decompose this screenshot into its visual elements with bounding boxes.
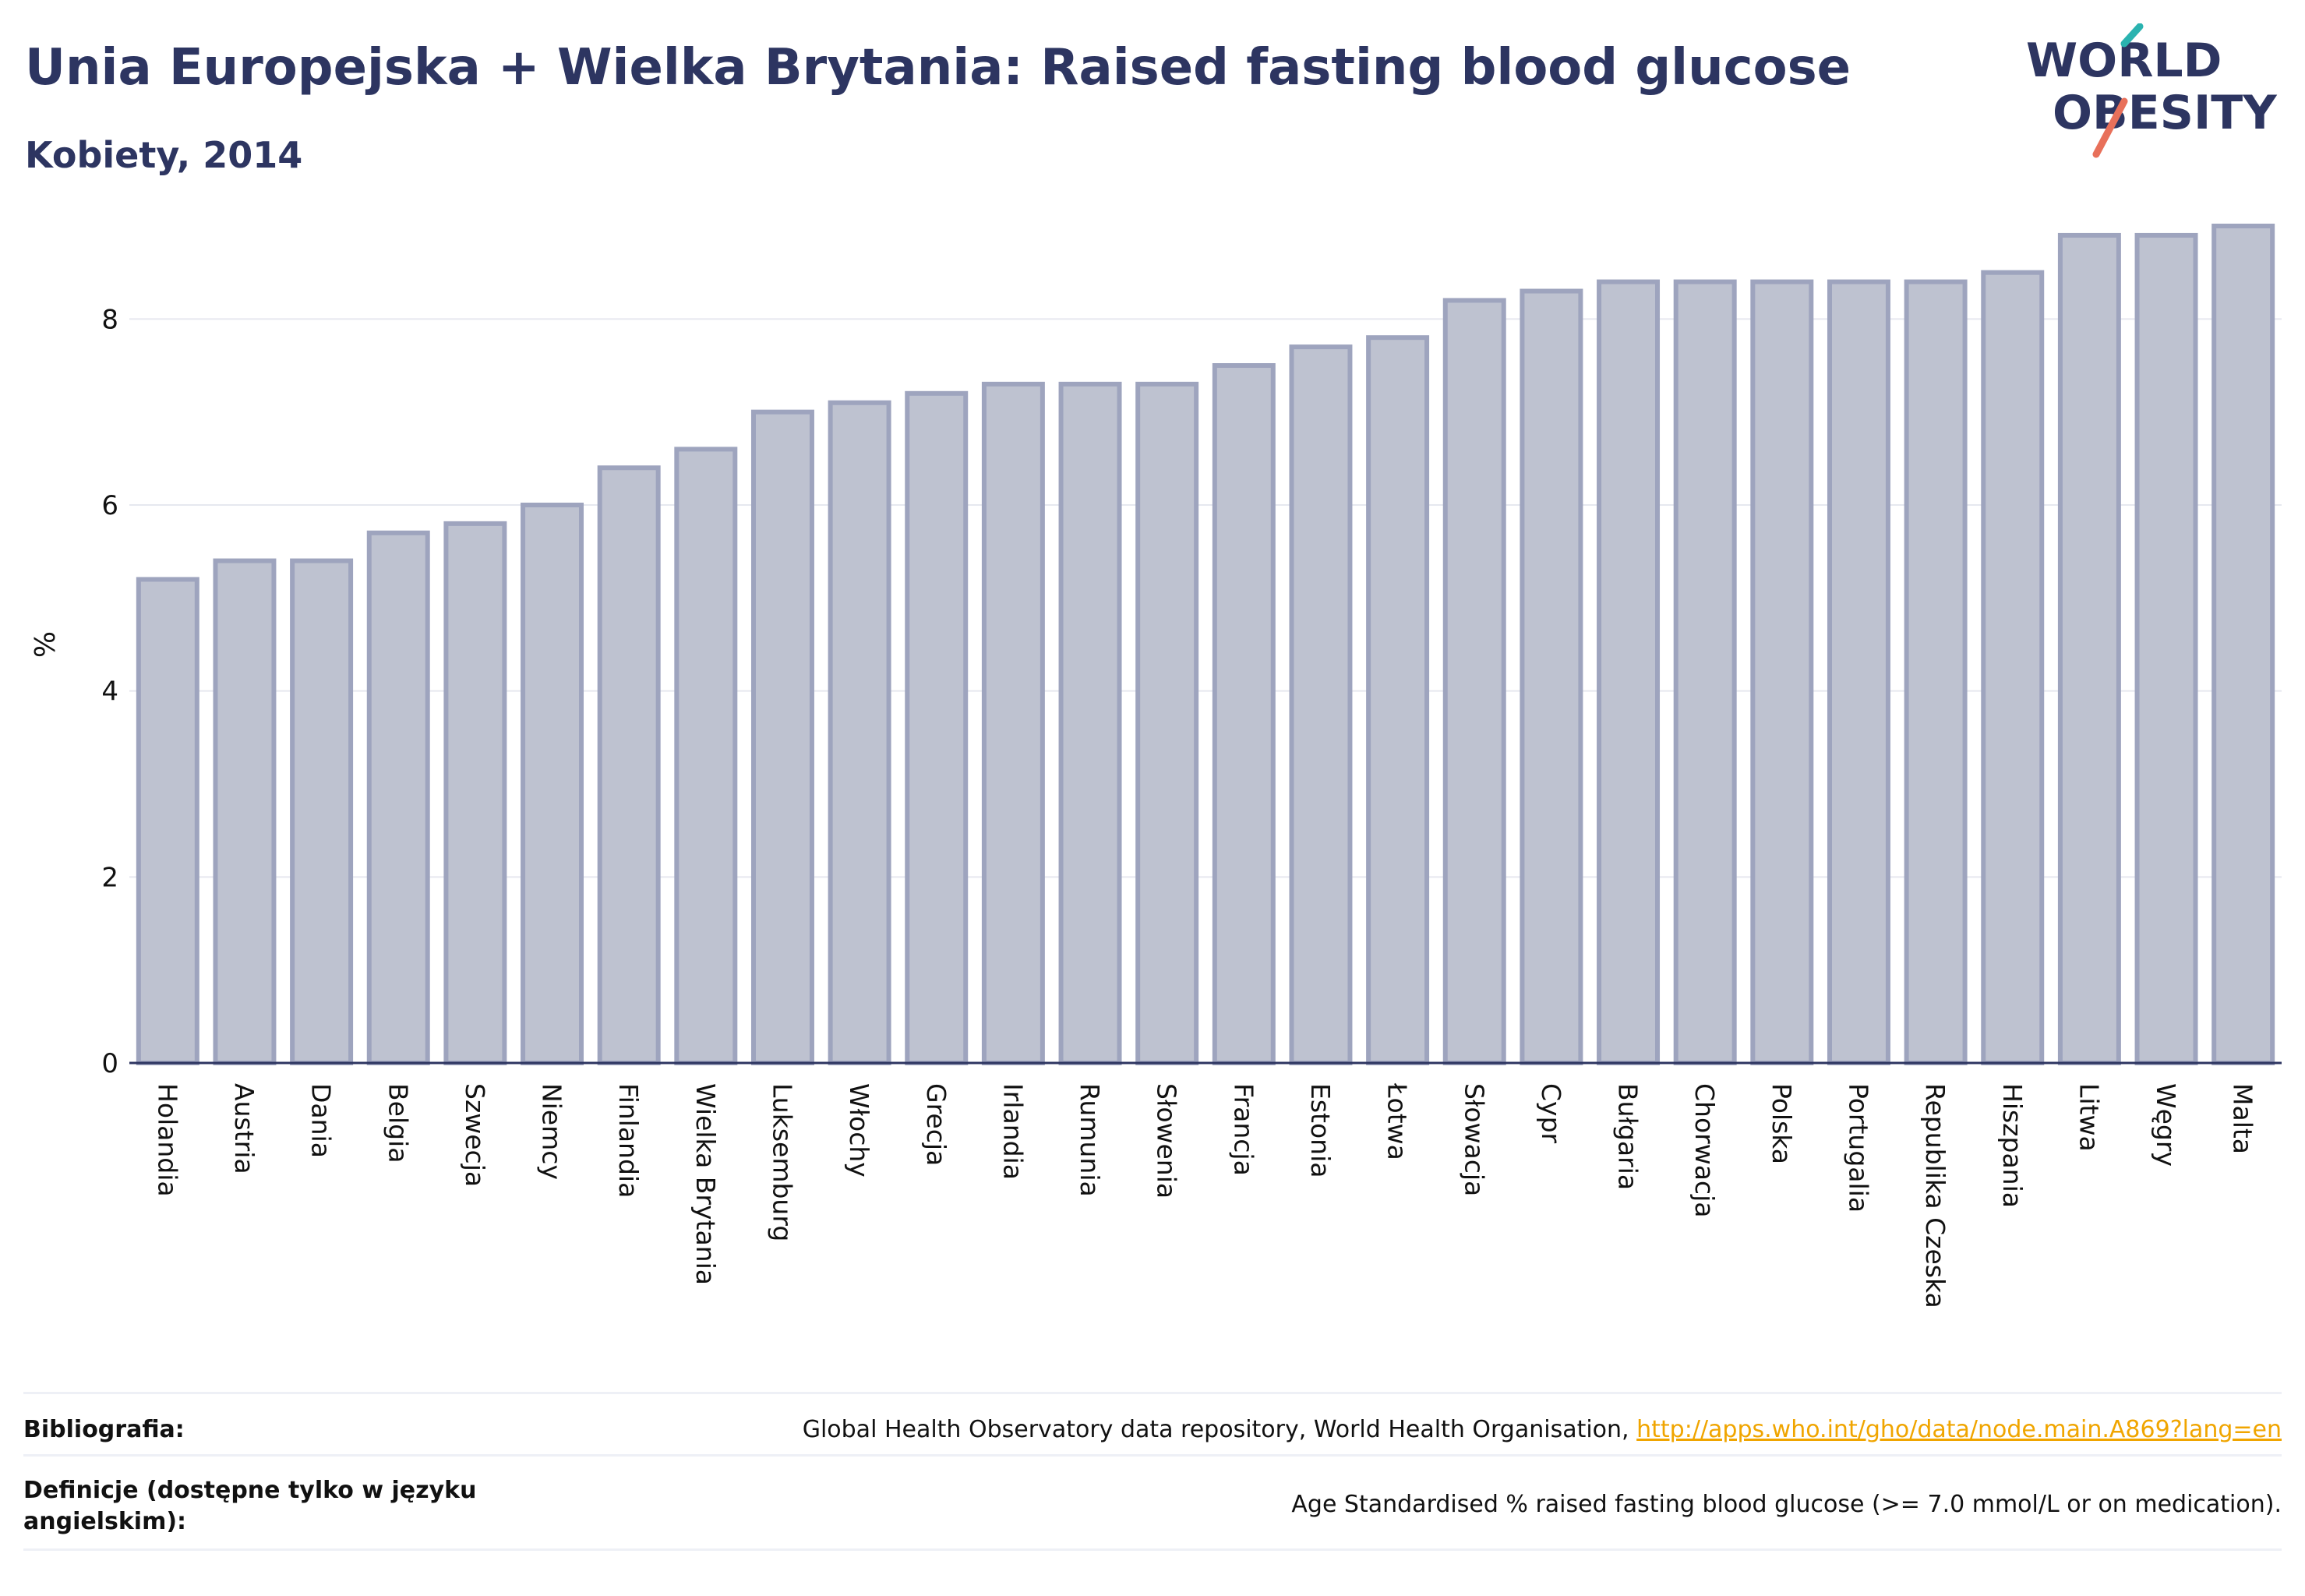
y-tick-label: 0 <box>101 1048 118 1079</box>
x-tick-label: Szwecja <box>460 1083 490 1187</box>
bar[interactable] <box>443 521 507 1065</box>
bar[interactable] <box>1442 298 1506 1065</box>
x-tick-label: Węgry <box>2151 1083 2181 1167</box>
bar[interactable] <box>1597 279 1661 1066</box>
logo-slash-bottom <box>2092 97 2128 158</box>
x-tick-label: Wielka Brytania <box>690 1083 721 1285</box>
bibliography-value: Global Health Observatory data repositor… <box>803 1414 2282 1446</box>
x-tick-label: Słowacja <box>1459 1083 1489 1196</box>
x-tick-label: Irlandia <box>997 1083 1028 1180</box>
x-tick-label: Estonia <box>1305 1083 1336 1178</box>
bar[interactable] <box>136 577 199 1065</box>
definitions-label: Definicje (dostępne tylko w języku angie… <box>23 1477 477 1535</box>
bibliography-text: Global Health Observatory data repositor… <box>802 1416 1629 1443</box>
bar[interactable] <box>2211 224 2275 1065</box>
definitions-row: Definicje (dostępne tylko w języku angie… <box>23 1454 2282 1551</box>
logo-slash-top <box>2120 23 2144 48</box>
x-tick-label: Francja <box>1228 1083 1258 1176</box>
x-tick-label: Luksemburg <box>767 1083 797 1241</box>
bar-chart: 0 2 4 6 8 Holandia Austria Dania Belgia Szwecja N… <box>30 224 2282 1308</box>
page-subtitle: Kobiety, 2014 <box>25 134 303 176</box>
bar[interactable] <box>290 558 354 1065</box>
bar[interactable] <box>1135 381 1199 1066</box>
bibliography-link[interactable]: http://apps.who.int/gho/data/node.main.A… <box>1636 1416 2282 1443</box>
x-tick-label: Malta <box>2228 1083 2258 1154</box>
bars <box>136 224 2275 1066</box>
bar[interactable] <box>1520 288 1583 1065</box>
bar[interactable] <box>1212 363 1276 1065</box>
chart-footer: Bibliografia: Global Health Observatory … <box>23 1392 2282 1551</box>
bar[interactable] <box>1827 279 1890 1066</box>
x-tick-label: Chorwacja <box>1689 1083 1720 1217</box>
bar[interactable] <box>750 409 814 1065</box>
x-tick-label: Portugalia <box>1843 1083 1873 1213</box>
x-tick-label: Grecja <box>921 1083 951 1166</box>
y-axis-title: % <box>30 631 62 658</box>
bar[interactable] <box>2057 232 2121 1065</box>
bar[interactable] <box>905 390 969 1065</box>
y-tick-label: 4 <box>101 676 118 708</box>
x-tick-label: Cypr <box>1536 1083 1566 1144</box>
x-axis-labels: Holandia Austria Dania Belgia Szwecja Niemcy F… <box>152 1082 2257 1308</box>
bibliography-row: Bibliografia: Global Health Observatory … <box>23 1392 2282 1454</box>
page-title: Unia Europejska + Wielka Brytania: Raise… <box>25 39 1851 97</box>
bar[interactable] <box>1058 381 1122 1066</box>
bar[interactable] <box>1289 344 1353 1065</box>
bar[interactable] <box>828 400 891 1065</box>
x-tick-label: Niemcy <box>537 1083 567 1180</box>
y-tick-label: 2 <box>101 862 118 893</box>
x-tick-label: Republika Czeska <box>1920 1083 1950 1308</box>
bar[interactable] <box>1366 335 1430 1065</box>
logo-text-obesity: OBESITY <box>2053 86 2278 140</box>
x-tick-label: Słowenia <box>1152 1083 1182 1199</box>
x-tick-label: Holandia <box>152 1083 182 1197</box>
y-tick-label: 6 <box>101 490 118 521</box>
x-tick-label: Dania <box>306 1083 337 1158</box>
definitions-value: Age Standardised % raised fasting blood … <box>1291 1491 2282 1518</box>
x-tick-label: Austria <box>229 1083 259 1174</box>
x-tick-label: Litwa <box>2074 1083 2104 1152</box>
bar[interactable] <box>1673 279 1737 1066</box>
x-tick-label: Rumunia <box>1075 1083 1105 1197</box>
bar[interactable] <box>366 530 430 1065</box>
bar[interactable] <box>213 558 277 1065</box>
bar[interactable] <box>1981 270 2045 1065</box>
world-obesity-logo[interactable]: WORLD OBESITY <box>2026 23 2291 164</box>
x-tick-label: Bułgaria <box>1613 1083 1643 1190</box>
y-tick-label: 8 <box>101 304 118 335</box>
bibliography-label: Bibliografia: <box>23 1416 185 1443</box>
bar[interactable] <box>1750 279 1814 1066</box>
bar[interactable] <box>1904 279 1968 1066</box>
x-tick-label: Hiszpania <box>1997 1083 2028 1208</box>
x-tick-label: Polska <box>1767 1083 1797 1164</box>
x-tick-label: Belgia <box>383 1083 413 1163</box>
bar[interactable] <box>521 503 584 1065</box>
bar[interactable] <box>2134 232 2198 1065</box>
x-tick-label: Łotwa <box>1382 1082 1413 1160</box>
bar[interactable] <box>597 465 661 1065</box>
bar[interactable] <box>674 447 738 1065</box>
x-tick-label: Włochy <box>844 1083 874 1178</box>
bar[interactable] <box>981 381 1045 1066</box>
y-axis-ticks: 0 2 4 6 8 <box>101 304 118 1079</box>
x-tick-label: Finlandia <box>613 1083 644 1198</box>
